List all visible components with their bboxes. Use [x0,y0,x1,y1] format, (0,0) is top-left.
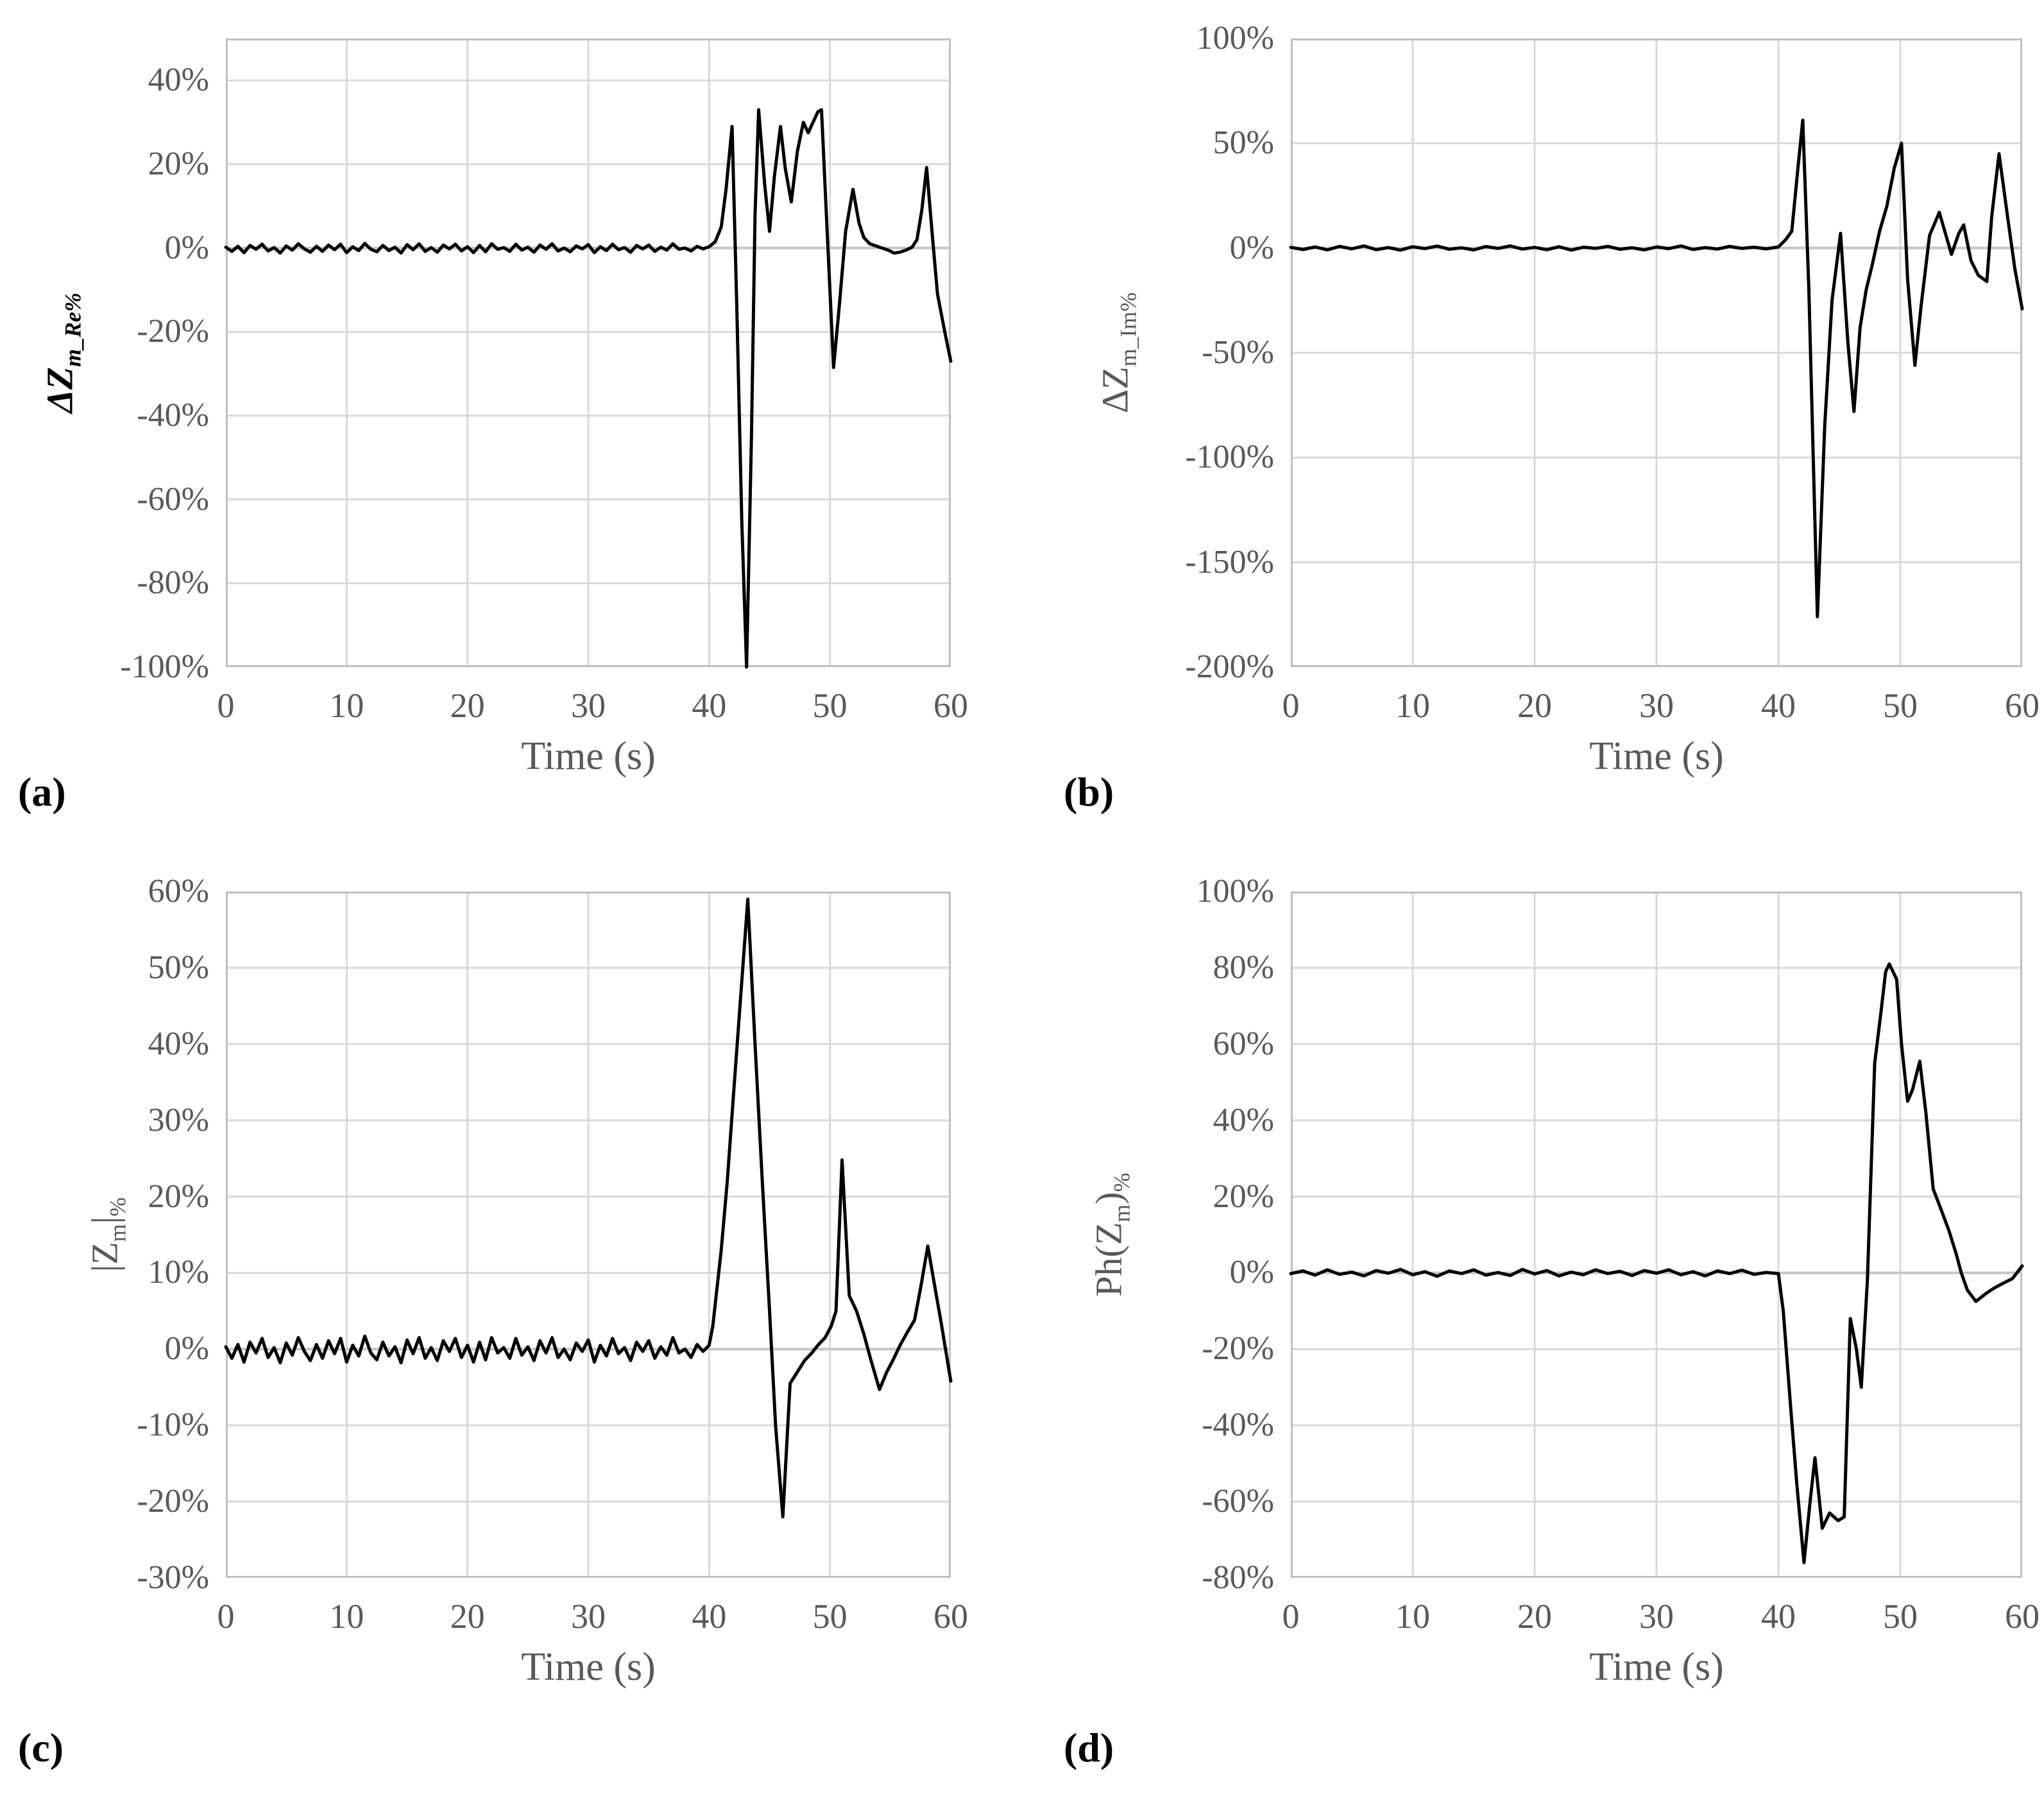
y-tick-label: 50% [1213,124,1274,162]
y-tick-label: 60% [1213,1025,1274,1062]
x-tick-label: 40 [1761,686,1796,725]
y-tick-label: -30% [137,1559,209,1596]
y-tick-label: 40% [1213,1101,1274,1139]
plot-border [1291,892,2022,1578]
x-tick-label: 10 [329,1597,364,1636]
y-tick-label: -40% [1202,1407,1274,1444]
x-tick-label: 20 [450,1597,485,1636]
caption-c: (c) [18,1725,64,1770]
x-tick-label: 30 [571,686,606,725]
y-tick-label: 0% [1229,229,1274,266]
y-title-sub: m [105,1224,131,1242]
y-title-main2: | [83,1216,126,1224]
panel-a: ΔZm_Re% Time (s) 40% 20% 0% -20% -40% -60% -80… [39,38,968,778]
y-tick-label: 100% [1196,873,1274,910]
x-tick-label: 60 [933,1597,968,1636]
y-tick-label: -150% [1185,543,1274,580]
y-tick-label: -60% [137,480,209,518]
y-tick-label: 40% [148,62,209,99]
y-tick-label: 20% [148,1178,209,1215]
x-tick-label: 20 [450,686,485,725]
x-tick-label: 60 [2005,686,2040,725]
y-tick-label: 0% [1229,1254,1274,1291]
x-tick-label: 0 [1282,686,1300,725]
x-tick-label: 30 [571,1597,606,1636]
caption-b: (b) [1064,769,1114,815]
y-axis-title-a-text: ΔZm_Re% [38,292,87,413]
x-tick-label: 50 [1883,686,1918,725]
y-tick-label: -100% [120,648,209,685]
x-tick-label: 40 [1761,1597,1796,1636]
x-tick-label: 20 [1517,1597,1552,1636]
y-tick-label: -40% [137,397,209,434]
panel-c: |Zm|% Time (s) 60% 50% 40% 30% 20% 10% 0% -10% -… [84,873,968,1689]
y-tick-label: 80% [1213,949,1274,986]
y-tick-label: -60% [1202,1483,1274,1520]
y-tick-label: -20% [1202,1330,1274,1367]
x-tick-label: 30 [1639,1597,1674,1636]
y-tick-label: 20% [148,146,209,182]
panel-d: Ph(Zm)% Time (s) 100% 80% 60% 40% 20% 0% -20% -… [1088,873,2040,1689]
y-tick-label: 10% [148,1254,209,1291]
x-tick-label: 10 [1395,1597,1430,1636]
x-axis-title-b: Time (s) [1589,734,1724,778]
data-series-line [1289,118,2024,619]
y-tick-label: 100% [1196,20,1274,56]
x-axis-title-d: Time (s) [1589,1645,1724,1689]
y-tick-label: -200% [1185,648,1274,685]
x-tick-label: 30 [1639,686,1674,725]
x-tick-label: 60 [2005,1597,2040,1636]
y-tick-label: -80% [137,564,209,602]
x-tick-label: 0 [1282,1597,1300,1636]
y-tick-label: 20% [1213,1178,1274,1215]
panel-b: ΔZm_Im% Time (s) 100% 50% 0% -50% -100% -150%… [1094,20,2040,778]
x-tick-label: 10 [329,686,364,725]
y-tick-label: -100% [1185,439,1274,476]
x-tick-label: 0 [217,1597,235,1636]
chart-d-plot [1289,892,2024,1578]
y-tick-label: 40% [148,1025,209,1062]
data-series-line [224,897,953,1519]
x-tick-label: 40 [692,1597,727,1636]
y-tick-label: -50% [1202,334,1274,371]
y-tick-label: 30% [148,1101,209,1139]
y-tick-label: -20% [137,1483,209,1520]
chart-c-plot [224,892,953,1578]
x-tick-label: 0 [217,686,235,725]
x-tick-label: 10 [1395,686,1430,725]
x-tick-label: 60 [933,686,968,725]
chart-a-plot [224,38,953,669]
x-axis-title-a: Time (s) [521,734,656,778]
y-tick-label: -20% [137,313,209,350]
y-tick-label: 60% [148,873,209,910]
y-title-main: ΔZ [1094,366,1136,414]
x-axis-title-c: Time (s) [521,1645,656,1689]
chart-b-plot [1289,38,2024,667]
data-series-line [224,108,953,669]
caption-a: (a) [18,769,66,815]
data-series-line [1289,962,2024,1564]
x-tick-label: 50 [812,1597,847,1636]
x-tick-label: 50 [1883,1597,1918,1636]
y-tick-label: 50% [148,949,209,986]
plot-border [1291,38,2022,667]
x-tick-label: 20 [1517,686,1552,725]
plot-border [226,892,951,1578]
y-tick-label: -10% [137,1407,209,1444]
x-tick-label: 40 [692,686,727,725]
y-tick-label: 0% [164,229,209,266]
y-tick-label: -80% [1202,1559,1274,1596]
caption-d: (d) [1064,1725,1114,1770]
x-tick-label: 50 [812,686,847,725]
y-tick-label: 0% [164,1330,209,1367]
